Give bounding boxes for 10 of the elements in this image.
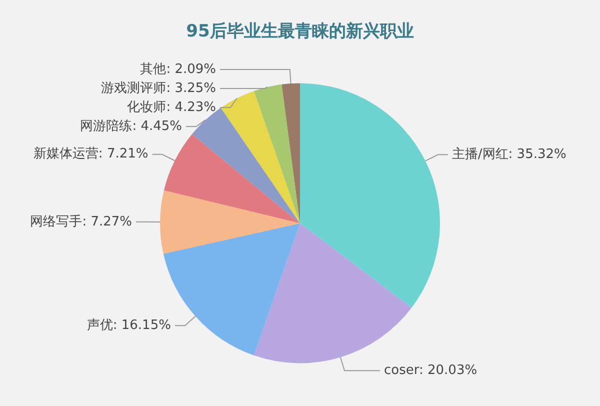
slice-label: 主播/网红: 35.32% [452, 146, 566, 162]
chart-title: 95后毕业生最青睐的新兴职业 [186, 22, 414, 42]
slice-label: 游戏测评师: 3.25% [101, 80, 216, 96]
slice-label: 声优: 16.15% [86, 318, 171, 333]
slice-label: 网游陪练: 4.45% [80, 118, 182, 134]
slice-label: 其他: 2.09% [140, 62, 216, 77]
slice-label: 化妆师: 4.23% [127, 100, 216, 115]
slice-label: coser: 20.03% [384, 363, 478, 378]
slice-label: 新媒体运营: 7.21% [33, 146, 148, 162]
slice-label: 网络写手: 7.27% [30, 214, 132, 230]
